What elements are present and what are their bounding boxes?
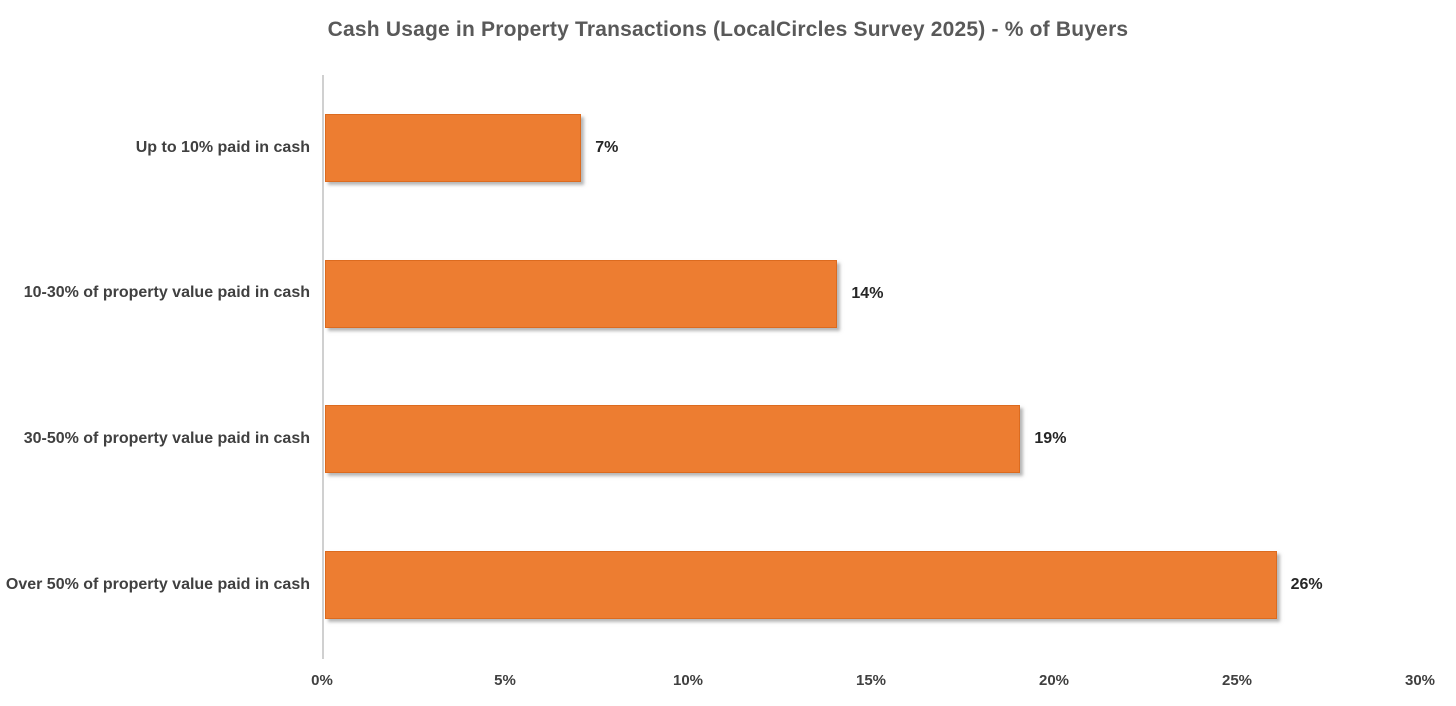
x-tick-label: 0% <box>311 672 333 689</box>
category-label: 10-30% of property value paid in cash <box>23 284 310 302</box>
chart-row: 30-50% of property value paid in cash 19% <box>0 367 1456 513</box>
bar <box>325 551 1277 620</box>
plot-area: Up to 10% paid in cash 7% 10-30% of proper… <box>0 75 1456 658</box>
bar-track: 14% <box>325 259 1423 328</box>
x-tick-label: 10% <box>672 672 704 689</box>
data-label: 19% <box>1034 430 1067 448</box>
x-tick-label: 15% <box>855 672 887 689</box>
bar-track: 7% <box>325 113 1423 182</box>
chart-row: Over 50% of property value paid in cash 2… <box>0 512 1456 658</box>
category-label: 30-50% of property value paid in cash <box>23 430 310 448</box>
x-axis: 0% 5% 10% 15% 20% 25% 30% <box>311 672 1435 694</box>
x-tick-label: 25% <box>1221 672 1253 689</box>
x-tick-label: 30% <box>1404 672 1436 689</box>
bar-track: 26% <box>325 551 1423 620</box>
category-label: Up to 10% paid in cash <box>135 138 310 156</box>
data-label: 7% <box>595 138 619 156</box>
x-tick-label: 5% <box>494 672 516 689</box>
data-label: 26% <box>1290 576 1323 594</box>
chart-row: 10-30% of property value paid in cash 14% <box>0 221 1456 367</box>
chart-row: Up to 10% paid in cash 7% <box>0 75 1456 221</box>
bar <box>325 405 1021 474</box>
bar <box>325 259 838 328</box>
category-label: Over 50% of property value paid in cash <box>5 575 310 593</box>
bar-track: 19% <box>325 405 1423 474</box>
data-label: 14% <box>851 284 884 302</box>
y-axis-line <box>322 75 324 659</box>
chart-title: Cash Usage in Property Transactions (Loc… <box>327 18 1129 41</box>
x-tick-label: 20% <box>1038 672 1070 689</box>
bar <box>325 113 582 182</box>
